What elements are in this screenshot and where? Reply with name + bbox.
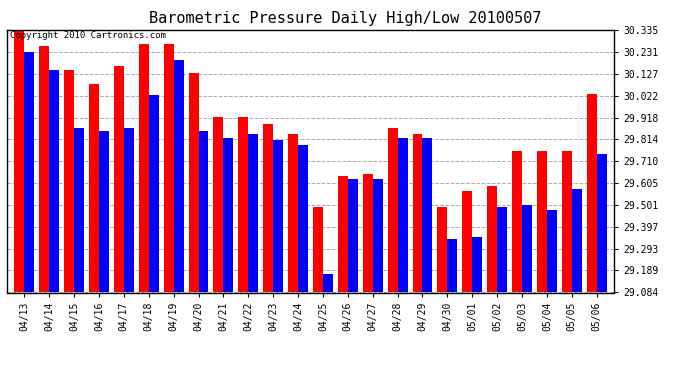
Bar	[74, 128, 84, 292]
Bar	[174, 60, 184, 292]
Bar	[49, 70, 59, 292]
Bar	[238, 117, 248, 292]
Bar	[586, 94, 597, 292]
Bar	[388, 128, 397, 292]
Bar	[114, 66, 124, 292]
Bar	[39, 46, 49, 292]
Bar	[397, 138, 408, 292]
Bar	[224, 138, 233, 292]
Bar	[462, 190, 472, 292]
Bar	[512, 151, 522, 292]
Bar	[323, 274, 333, 292]
Bar	[562, 151, 572, 292]
Bar	[139, 44, 149, 292]
Bar	[338, 176, 348, 292]
Bar	[288, 134, 298, 292]
Bar	[248, 134, 258, 292]
Bar	[199, 131, 208, 292]
Bar	[149, 95, 159, 292]
Bar	[422, 138, 433, 292]
Bar	[99, 131, 109, 292]
Bar	[213, 117, 224, 292]
Bar	[273, 140, 283, 292]
Bar	[348, 179, 358, 292]
Bar	[64, 70, 74, 292]
Bar	[522, 205, 532, 292]
Bar	[313, 207, 323, 292]
Bar	[597, 154, 607, 292]
Bar	[487, 186, 497, 292]
Bar	[263, 124, 273, 292]
Bar	[537, 151, 547, 292]
Bar	[298, 146, 308, 292]
Text: Barometric Pressure Daily High/Low 20100507: Barometric Pressure Daily High/Low 20100…	[149, 11, 541, 26]
Bar	[437, 207, 447, 292]
Bar	[472, 237, 482, 292]
Bar	[89, 84, 99, 292]
Bar	[572, 189, 582, 292]
Bar	[413, 134, 422, 292]
Bar	[14, 29, 24, 292]
Bar	[497, 207, 507, 292]
Bar	[188, 73, 199, 292]
Bar	[363, 174, 373, 292]
Bar	[373, 179, 383, 292]
Bar	[24, 52, 34, 292]
Text: Copyright 2010 Cartronics.com: Copyright 2010 Cartronics.com	[10, 32, 166, 40]
Bar	[447, 239, 457, 292]
Bar	[547, 210, 557, 292]
Bar	[124, 128, 134, 292]
Bar	[164, 44, 174, 292]
